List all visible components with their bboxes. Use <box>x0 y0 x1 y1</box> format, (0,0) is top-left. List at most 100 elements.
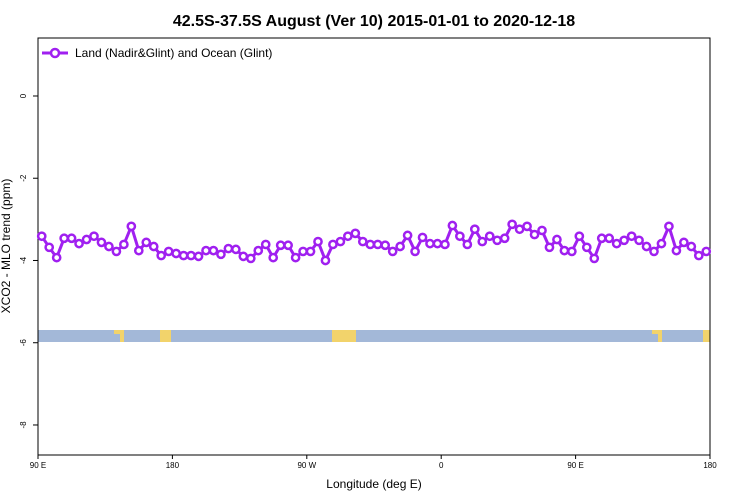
data-point <box>507 219 517 230</box>
data-point <box>36 231 47 242</box>
data-point <box>186 250 196 261</box>
data-point <box>432 238 443 249</box>
x-tick-label: 0 <box>439 461 444 470</box>
legend-marker <box>49 47 61 59</box>
y-tick-label: 0 <box>19 93 28 98</box>
data-point <box>245 253 256 264</box>
data-point <box>455 231 465 242</box>
data-point <box>656 238 667 249</box>
data-point <box>111 246 122 257</box>
data-point <box>462 239 473 250</box>
data-point <box>477 236 488 247</box>
data-point <box>298 246 308 257</box>
x-tick-label: 90 E <box>30 461 46 470</box>
data-point <box>148 241 159 252</box>
data-point <box>104 241 114 252</box>
y-tick-label: -6 <box>19 339 28 347</box>
data-point <box>96 237 107 248</box>
data-point <box>156 250 167 261</box>
data-point <box>328 239 338 250</box>
surface-band <box>38 330 710 342</box>
x-axis-label: Longitude (deg E) <box>326 477 421 491</box>
x-tick-label: 180 <box>166 461 180 470</box>
data-point <box>395 241 405 252</box>
data-point <box>514 224 525 235</box>
y-tick-label: -2 <box>19 174 28 182</box>
y-tick-label: -8 <box>19 421 28 429</box>
data-point <box>357 236 368 247</box>
legend-label: Land (Nadir&Glint) and Ocean (Glint) <box>75 46 272 60</box>
data-point <box>178 250 189 261</box>
data-point <box>216 249 226 260</box>
data-point <box>619 235 629 246</box>
data-point <box>484 231 495 242</box>
data-point <box>305 246 316 257</box>
data-point <box>223 243 234 254</box>
data-point <box>611 238 622 249</box>
data-point <box>372 239 383 250</box>
data-point <box>335 236 346 247</box>
plot-frame <box>37 37 711 456</box>
data-point <box>290 252 301 263</box>
data-point <box>522 221 532 232</box>
data-point <box>283 240 293 251</box>
data-point <box>59 233 69 244</box>
data-point <box>208 245 219 256</box>
data-point <box>671 245 682 256</box>
data-point <box>529 229 540 240</box>
data-point <box>425 238 435 249</box>
x-tick-label: 180 <box>703 461 717 470</box>
data-point <box>492 235 503 246</box>
data-point <box>126 221 137 232</box>
data-point <box>693 250 704 261</box>
data-point <box>268 252 279 263</box>
data-point <box>701 246 712 257</box>
x-tick-label: 90 E <box>567 461 583 470</box>
x-tick-label: 90 W <box>297 461 316 470</box>
data-point <box>201 245 211 256</box>
data-point <box>626 231 637 242</box>
data-point <box>133 245 144 256</box>
data-point <box>604 233 615 244</box>
data-point <box>365 239 376 250</box>
data-point <box>567 246 577 257</box>
data-point <box>641 241 652 252</box>
data-point <box>469 224 480 235</box>
data-point <box>313 236 323 247</box>
data-point <box>163 246 174 257</box>
data-point <box>387 246 398 257</box>
data-point <box>81 234 92 245</box>
data-point <box>402 230 413 241</box>
y-tick-label: -4 <box>19 256 28 264</box>
data-point <box>231 244 241 255</box>
data-point <box>89 231 99 242</box>
data-point <box>596 233 607 244</box>
data-point <box>51 252 62 263</box>
data-point <box>552 234 562 245</box>
data-point <box>679 237 689 248</box>
data-point <box>119 239 129 250</box>
data-point <box>664 221 674 232</box>
data-point <box>171 248 181 259</box>
data-point <box>686 241 697 252</box>
data-point <box>66 233 77 244</box>
y-axis-label: XCO2 - MLO trend (ppm) <box>0 179 13 314</box>
data-point <box>544 242 555 253</box>
data-point <box>537 225 547 236</box>
data-point <box>574 231 585 242</box>
data-point <box>499 233 510 244</box>
data-point <box>589 253 600 264</box>
data-point <box>649 246 659 257</box>
data-point <box>343 231 353 242</box>
data-point <box>74 238 84 249</box>
data-point <box>141 237 152 248</box>
data-point <box>447 220 458 231</box>
data-point <box>417 232 428 243</box>
data-point <box>380 240 391 251</box>
data-point <box>238 251 249 262</box>
data-point <box>275 240 286 251</box>
data-point <box>253 245 264 256</box>
data-point <box>581 242 592 253</box>
chart-title: 42.5S-37.5S August (Ver 10) 2015-01-01 t… <box>173 13 575 30</box>
